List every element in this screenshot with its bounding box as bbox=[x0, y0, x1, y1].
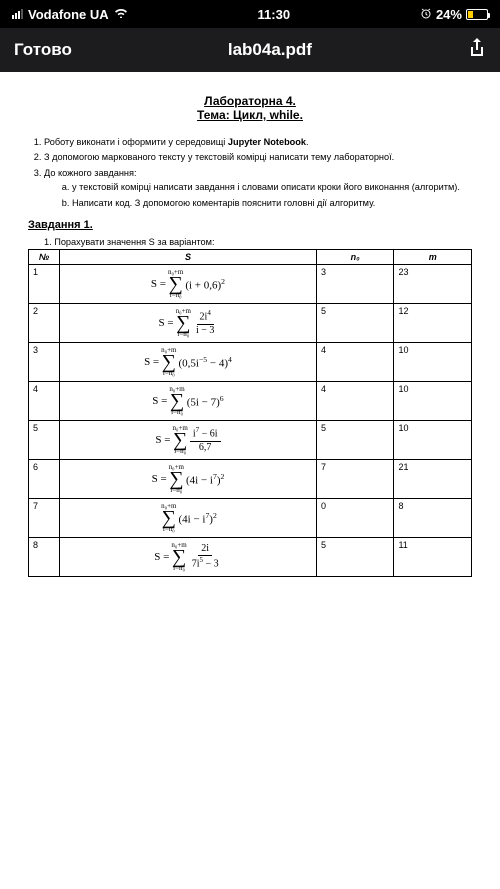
sub-instruction-item: у текстовій комірці написати завдання і … bbox=[72, 181, 472, 193]
status-bar: Vodafone UA 11:30 24% bbox=[0, 0, 500, 28]
document-page: Лабораторна 4. Тема: Цикл, while. Роботу… bbox=[0, 72, 500, 889]
cell-formula: S = n₀+m∑i=n₀(0,5i−5 − 4)4 bbox=[60, 343, 317, 382]
cell-n0: 4 bbox=[316, 382, 394, 421]
cell-formula: n₀+m∑i=n₀(4i − i7)2 bbox=[60, 499, 317, 538]
col-num: № bbox=[29, 250, 60, 265]
cell-m: 12 bbox=[394, 304, 472, 343]
cell-num: 2 bbox=[29, 304, 60, 343]
cell-m: 10 bbox=[394, 343, 472, 382]
done-button[interactable]: Готово bbox=[14, 40, 72, 60]
cell-m: 23 bbox=[394, 265, 472, 304]
nav-bar: Готово lab04a.pdf bbox=[0, 28, 500, 72]
cell-n0: 0 bbox=[316, 499, 394, 538]
cell-formula: S = n₀+m∑i=n₀(i + 0,6)2 bbox=[60, 265, 317, 304]
cell-m: 21 bbox=[394, 460, 472, 499]
table-row: 8S = n₀+m∑i=n₀2i7i5 − 3511 bbox=[29, 538, 472, 577]
cell-m: 11 bbox=[394, 538, 472, 577]
cell-num: 8 bbox=[29, 538, 60, 577]
sub-instruction-item: Написати код. З допомогою коментарів поя… bbox=[72, 197, 472, 209]
cell-formula: S = n₀+m∑i=n₀(4i − i7)2 bbox=[60, 460, 317, 499]
cell-m: 10 bbox=[394, 421, 472, 460]
sub-instructions-list: у текстовій комірці написати завдання і … bbox=[44, 181, 472, 209]
signal-icon bbox=[12, 9, 23, 19]
task-heading: Завдання 1. bbox=[28, 219, 472, 231]
wifi-icon bbox=[114, 7, 128, 21]
cell-m: 10 bbox=[394, 382, 472, 421]
table-row: 4S = n₀+m∑i=n₀(5i − 7)6410 bbox=[29, 382, 472, 421]
table-row: 3S = n₀+m∑i=n₀(0,5i−5 − 4)4410 bbox=[29, 343, 472, 382]
task-description: 1. Порахувати значення S за варіантом: bbox=[28, 237, 472, 247]
instruction-item: З допомогою маркованого тексту у текстов… bbox=[44, 151, 472, 163]
doc-subtitle: Тема: Цикл, while. bbox=[28, 108, 472, 122]
battery-icon bbox=[466, 9, 488, 20]
instruction-text: До кожного завдання: bbox=[44, 168, 137, 178]
instructions-list: Роботу виконати і оформити у середовищі … bbox=[28, 136, 472, 209]
col-n0: n₀ bbox=[316, 250, 394, 265]
cell-num: 1 bbox=[29, 265, 60, 304]
cell-num: 5 bbox=[29, 421, 60, 460]
col-s: S bbox=[60, 250, 317, 265]
cell-n0: 4 bbox=[316, 343, 394, 382]
share-button[interactable] bbox=[468, 37, 486, 64]
cell-formula: S = n₀+m∑i=n₀(5i − 7)6 bbox=[60, 382, 317, 421]
cell-formula: S = n₀+m∑i=n₀i7 − 6i6,7 bbox=[60, 421, 317, 460]
doc-title: Лабораторна 4. bbox=[28, 94, 472, 108]
cell-formula: S = n₀+m∑i=n₀2i4i − 3 bbox=[60, 304, 317, 343]
cell-num: 6 bbox=[29, 460, 60, 499]
status-time: 11:30 bbox=[258, 7, 291, 22]
cell-num: 4 bbox=[29, 382, 60, 421]
status-right: 24% bbox=[420, 7, 488, 22]
table-row: 5S = n₀+m∑i=n₀i7 − 6i6,7510 bbox=[29, 421, 472, 460]
cell-num: 3 bbox=[29, 343, 60, 382]
battery-pct: 24% bbox=[436, 7, 462, 22]
cell-m: 8 bbox=[394, 499, 472, 538]
table-body: 1S = n₀+m∑i=n₀(i + 0,6)23232S = n₀+m∑i=n… bbox=[29, 265, 472, 577]
instruction-item: До кожного завдання: у текстовій комірці… bbox=[44, 167, 472, 209]
col-m: m bbox=[394, 250, 472, 265]
cell-n0: 5 bbox=[316, 538, 394, 577]
status-left: Vodafone UA bbox=[12, 7, 128, 22]
cell-n0: 3 bbox=[316, 265, 394, 304]
table-row: 2S = n₀+m∑i=n₀2i4i − 3512 bbox=[29, 304, 472, 343]
variants-table: № S n₀ m 1S = n₀+m∑i=n₀(i + 0,6)23232S =… bbox=[28, 249, 472, 577]
cell-formula: S = n₀+m∑i=n₀2i7i5 − 3 bbox=[60, 538, 317, 577]
carrier-label: Vodafone UA bbox=[28, 7, 109, 22]
cell-n0: 7 bbox=[316, 460, 394, 499]
table-row: 1S = n₀+m∑i=n₀(i + 0,6)2323 bbox=[29, 265, 472, 304]
cell-n0: 5 bbox=[316, 304, 394, 343]
cell-num: 7 bbox=[29, 499, 60, 538]
bold-text: Jupyter Notebook bbox=[228, 137, 306, 147]
table-header-row: № S n₀ m bbox=[29, 250, 472, 265]
cell-n0: 5 bbox=[316, 421, 394, 460]
table-row: 7n₀+m∑i=n₀(4i − i7)208 bbox=[29, 499, 472, 538]
nav-title: lab04a.pdf bbox=[228, 40, 312, 60]
table-row: 6S = n₀+m∑i=n₀(4i − i7)2721 bbox=[29, 460, 472, 499]
instruction-item: Роботу виконати і оформити у середовищі … bbox=[44, 136, 472, 148]
alarm-icon bbox=[420, 7, 432, 22]
